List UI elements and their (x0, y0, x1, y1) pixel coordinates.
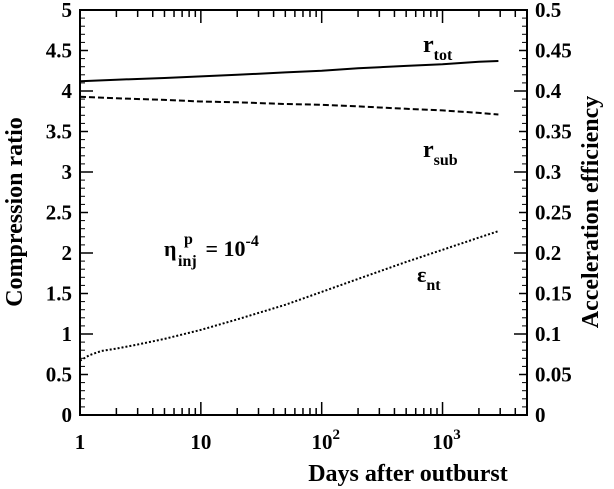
series-r-sub-line (79, 95, 499, 116)
y-tick-label-left: 2 (62, 241, 73, 265)
y-tick-label-left: 4 (62, 79, 73, 103)
y-tick-label-right: 0.2 (535, 241, 561, 265)
x-axis-title: Days after outburst (308, 461, 508, 487)
label-r-sub: rsub (423, 137, 458, 169)
plot-frame (79, 9, 528, 416)
label-layer: 1 10 102 103 0 0.5 1 1.5 2 2.5 3 3.5 4 4.5 5 0 0.05 0.1 0.… (46, 0, 572, 454)
y-tick-label-left: 0.5 (46, 363, 72, 387)
y-axis-title-right: Acceleration efficiency (578, 96, 604, 329)
y-tick-label-left: 5 (62, 0, 73, 22)
y-tick-label-left: 0 (62, 403, 73, 427)
series-eps-nt-line (79, 230, 499, 362)
y-tick-label-right: 0 (535, 403, 546, 427)
y-tick-label-right: 0.4 (535, 79, 562, 103)
y-tick-label-right: 0.45 (535, 39, 572, 63)
y-tick-label-right: 0.3 (535, 160, 561, 184)
y-tick-label-right: 0.35 (535, 120, 572, 144)
label-eta-inj: ηinjp = 10-4 (164, 231, 259, 270)
x-tick-label: 103 (432, 427, 461, 454)
y-tick-label-right: 0.05 (535, 363, 572, 387)
label-r-tot: rtot (423, 32, 453, 64)
x-tick-label: 10 (190, 430, 211, 454)
y-tick-label-right: 0.15 (535, 282, 572, 306)
y-tick-label-left: 3 (62, 160, 73, 184)
x-tick-label: 1 (75, 430, 86, 454)
y-tick-label-right: 0.5 (535, 0, 561, 22)
y-tick-label-left: 3.5 (46, 120, 72, 144)
y-tick-label-left: 2.5 (46, 201, 72, 225)
y-tick-label-right: 0.25 (535, 201, 572, 225)
series-layer (79, 60, 499, 362)
y-axis-title-left: Compression ratio (2, 117, 28, 307)
y-tick-label-left: 1.5 (46, 282, 72, 306)
y-tick-label-left: 1 (62, 322, 73, 346)
series-r-tot-line (79, 60, 499, 83)
x-tick-label: 102 (311, 427, 340, 454)
y-tick-label-right: 0.1 (535, 322, 561, 346)
y-tick-label-left: 4.5 (46, 39, 72, 63)
label-eps-nt: εnt (417, 262, 441, 294)
